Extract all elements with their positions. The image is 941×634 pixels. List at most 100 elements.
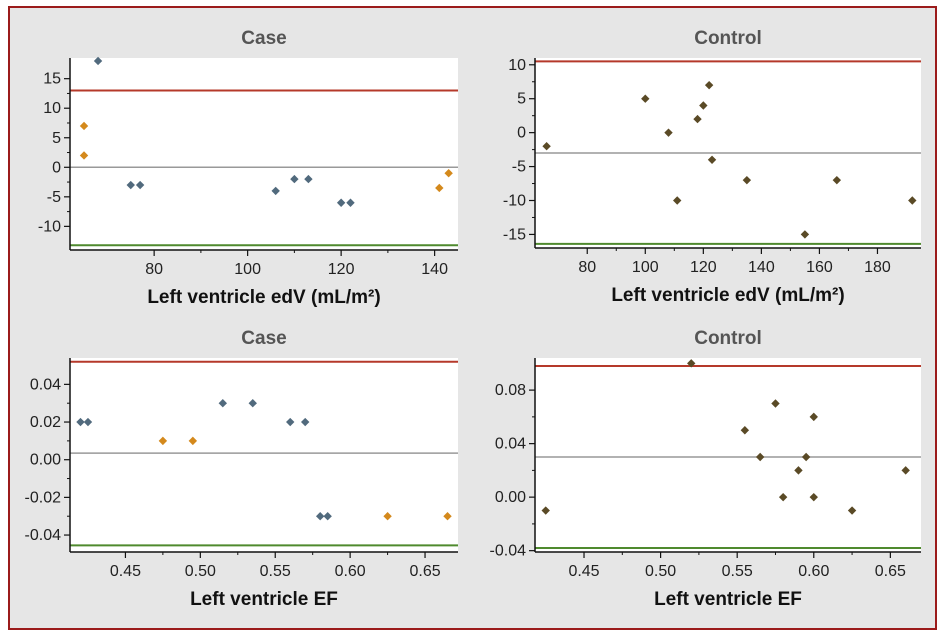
y-tick-label: 0.00 xyxy=(30,452,61,469)
panel-title: Control xyxy=(694,28,762,49)
y-tick-label: -0.02 xyxy=(25,489,62,506)
y-tick-label: -0.04 xyxy=(490,543,527,560)
x-axis-label: Left ventricle edV (mL/m²) xyxy=(147,287,380,308)
data-point-series-1 xyxy=(673,196,682,205)
y-tick-label: 0.04 xyxy=(495,436,526,453)
data-point-series-1 xyxy=(300,417,310,427)
y-tick-label: 5 xyxy=(52,130,61,147)
data-point-series-1 xyxy=(901,466,910,475)
x-tick-label: 0.65 xyxy=(409,563,440,580)
data-point-series-1 xyxy=(664,128,673,137)
x-tick-label: 180 xyxy=(864,259,891,276)
data-point-series-2 xyxy=(79,121,89,131)
panel-title: Control xyxy=(694,328,762,349)
data-point-series-2 xyxy=(444,169,453,178)
data-point-series-1 xyxy=(346,198,355,207)
y-tick-label: -10 xyxy=(503,193,526,210)
x-tick-label: 0.45 xyxy=(110,563,141,580)
y-tick-label: 10 xyxy=(43,100,61,117)
x-tick-label: 120 xyxy=(328,261,355,278)
data-point-series-1 xyxy=(704,80,714,90)
x-tick-label: 0.50 xyxy=(645,563,676,580)
data-point-series-1 xyxy=(218,399,228,408)
plot-area xyxy=(535,358,921,552)
data-point-series-1 xyxy=(699,101,708,110)
data-point-series-1 xyxy=(271,186,280,196)
data-point-series-1 xyxy=(641,94,650,103)
x-axis-label: Left ventricle edV (mL/m²) xyxy=(611,285,844,306)
data-point-series-1 xyxy=(542,142,551,151)
x-tick-label: 100 xyxy=(632,259,659,276)
data-point-series-1 xyxy=(755,452,765,462)
x-tick-label: 0.60 xyxy=(335,563,366,580)
y-tick-label: 0.08 xyxy=(495,382,526,399)
x-tick-label: 80 xyxy=(578,259,596,276)
y-tick-label: 10 xyxy=(508,57,526,74)
x-tick-label: 100 xyxy=(234,261,261,278)
data-point-series-1 xyxy=(93,56,103,66)
y-tick-label: -15 xyxy=(503,226,526,243)
data-point-series-2 xyxy=(383,512,392,521)
data-point-series-1 xyxy=(908,196,917,205)
y-tick-label: -0.04 xyxy=(25,527,62,544)
panel-1: -10 -5 0 5 10 15 80 100 120 140 Case Left ventricle… xyxy=(38,28,458,308)
data-point-series-1 xyxy=(248,399,257,408)
y-tick-label: 0.02 xyxy=(30,414,61,431)
data-point-series-1 xyxy=(687,359,696,368)
data-point-series-1 xyxy=(323,512,332,521)
y-tick-label: 0 xyxy=(517,125,526,142)
x-tick-label: 140 xyxy=(748,259,775,276)
panel-2: -15 -10 -5 0 5 10 80 100 120 140 160 180 Control Left… xyxy=(503,28,921,306)
y-tick-label: 0 xyxy=(52,159,61,176)
y-tick-label: -5 xyxy=(512,159,526,176)
data-point-series-1 xyxy=(541,506,550,515)
data-point-series-2 xyxy=(158,436,168,446)
y-tick-label: 0.04 xyxy=(30,376,61,393)
y-tick-label: 0.00 xyxy=(495,489,526,506)
data-point-series-1 xyxy=(286,417,295,427)
y-tick-label: 15 xyxy=(43,71,61,88)
data-point-series-1 xyxy=(126,180,135,190)
plot-area xyxy=(70,358,458,552)
x-axis-label: Left ventricle EF xyxy=(190,589,338,610)
data-point-series-1 xyxy=(290,174,299,184)
data-point-series-1 xyxy=(336,198,346,207)
x-tick-label: 0.50 xyxy=(185,563,216,580)
data-point-series-1 xyxy=(832,175,842,185)
data-point-series-1 xyxy=(801,452,811,462)
y-tick-label: 5 xyxy=(517,91,526,108)
panel-title: Case xyxy=(241,328,286,349)
plot-area xyxy=(70,58,458,250)
data-point-series-1 xyxy=(800,230,810,239)
data-point-series-1 xyxy=(809,412,818,422)
x-tick-label: 140 xyxy=(421,261,448,278)
data-point-series-1 xyxy=(771,399,780,408)
panel-title: Case xyxy=(241,28,286,49)
panel-4: -0.04 0.00 0.04 0.08 0.45 0.50 0.55 0.60 0.65 Con… xyxy=(490,328,921,610)
panel-3: -0.04 -0.02 0.00 0.02 0.04 0.45 0.50 0.55 0.60 0.… xyxy=(25,328,458,610)
data-point-series-2 xyxy=(188,436,198,446)
data-point-series-1 xyxy=(740,426,750,435)
x-tick-label: 160 xyxy=(806,259,833,276)
data-point-series-1 xyxy=(847,506,857,515)
x-tick-label: 120 xyxy=(690,259,717,276)
x-tick-label: 0.55 xyxy=(260,563,291,580)
data-point-series-1 xyxy=(135,180,145,190)
x-tick-label: 0.60 xyxy=(798,563,829,580)
data-point-series-1 xyxy=(76,417,85,427)
data-point-series-1 xyxy=(707,155,717,164)
x-axis-label: Left ventricle EF xyxy=(654,589,802,610)
data-point-series-1 xyxy=(794,466,803,475)
x-tick-label: 80 xyxy=(145,261,163,278)
y-tick-label: -5 xyxy=(47,189,61,206)
data-point-series-2 xyxy=(435,183,444,193)
data-point-series-1 xyxy=(809,492,818,502)
x-tick-label: 0.55 xyxy=(722,563,753,580)
data-point-series-1 xyxy=(83,417,93,427)
data-point-series-1 xyxy=(304,174,313,184)
data-point-series-2 xyxy=(443,512,452,521)
data-point-series-1 xyxy=(778,492,788,502)
data-point-series-1 xyxy=(693,114,702,124)
data-point-series-1 xyxy=(742,175,752,185)
